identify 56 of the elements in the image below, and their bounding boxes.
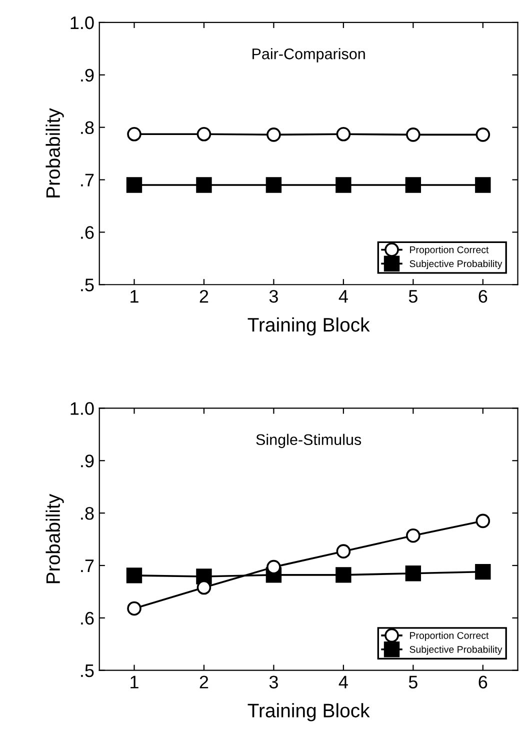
y-tick-label: .7 [81, 560, 94, 572]
point [266, 128, 281, 142]
point [475, 564, 491, 580]
x-tick-label: 4 [338, 290, 348, 303]
x-tick-label: 6 [478, 676, 488, 688]
x-tick-label: 1 [130, 676, 138, 688]
y-tick-label: .6 [81, 612, 94, 625]
text: Single-Stimulus [256, 434, 362, 448]
point [476, 128, 490, 142]
point [196, 126, 212, 142]
x-tick-label: 1 [130, 290, 138, 303]
point [406, 528, 420, 543]
point [336, 544, 351, 558]
point [196, 580, 212, 595]
y-axis-title: Probability [46, 494, 64, 584]
text: Pair-Comparison [252, 48, 365, 62]
point [406, 128, 420, 142]
point [405, 177, 422, 193]
y-tick-label: .8 [81, 507, 94, 520]
y-tick-label: .7 [81, 174, 94, 186]
y-tick-label: 1.0 [70, 16, 94, 30]
x-tick-label: 3 [269, 290, 278, 303]
x-axis-title: Training Block [248, 703, 370, 722]
point [196, 177, 212, 193]
point [336, 126, 351, 142]
point [127, 126, 142, 142]
y-axis-title: Probability [46, 108, 64, 198]
point [126, 177, 142, 193]
point [266, 177, 282, 193]
x-tick-label: 2 [200, 290, 208, 303]
y-tick-label: .6 [81, 226, 94, 239]
point [266, 560, 281, 574]
legend-label: Subjective Probability [410, 260, 502, 270]
x-tick-label: 4 [338, 676, 348, 688]
y-tick-label: .8 [81, 121, 94, 134]
legend-label: Subjective Probability [410, 646, 502, 655]
point [336, 177, 352, 193]
point [476, 514, 490, 528]
x-tick-label: 2 [200, 676, 208, 688]
point [475, 177, 491, 193]
x-axis-title: Training Block [248, 317, 370, 336]
point [127, 601, 142, 616]
y-tick-label: .9 [81, 454, 94, 468]
point [405, 566, 422, 582]
legend-label: Proportion Correct [410, 632, 489, 641]
x-tick-label: 5 [408, 290, 418, 303]
y-tick-label: .5 [81, 278, 94, 292]
y-tick-label: 1.0 [70, 402, 94, 415]
x-tick-label: 3 [269, 676, 278, 688]
legend-label: Proportion Correct [410, 246, 489, 256]
point [336, 567, 352, 583]
x-tick-label: 6 [478, 290, 488, 303]
point [126, 568, 142, 584]
y-tick-label: .9 [81, 68, 94, 82]
x-tick-label: 5 [408, 676, 418, 688]
y-tick-label: .5 [81, 664, 94, 678]
